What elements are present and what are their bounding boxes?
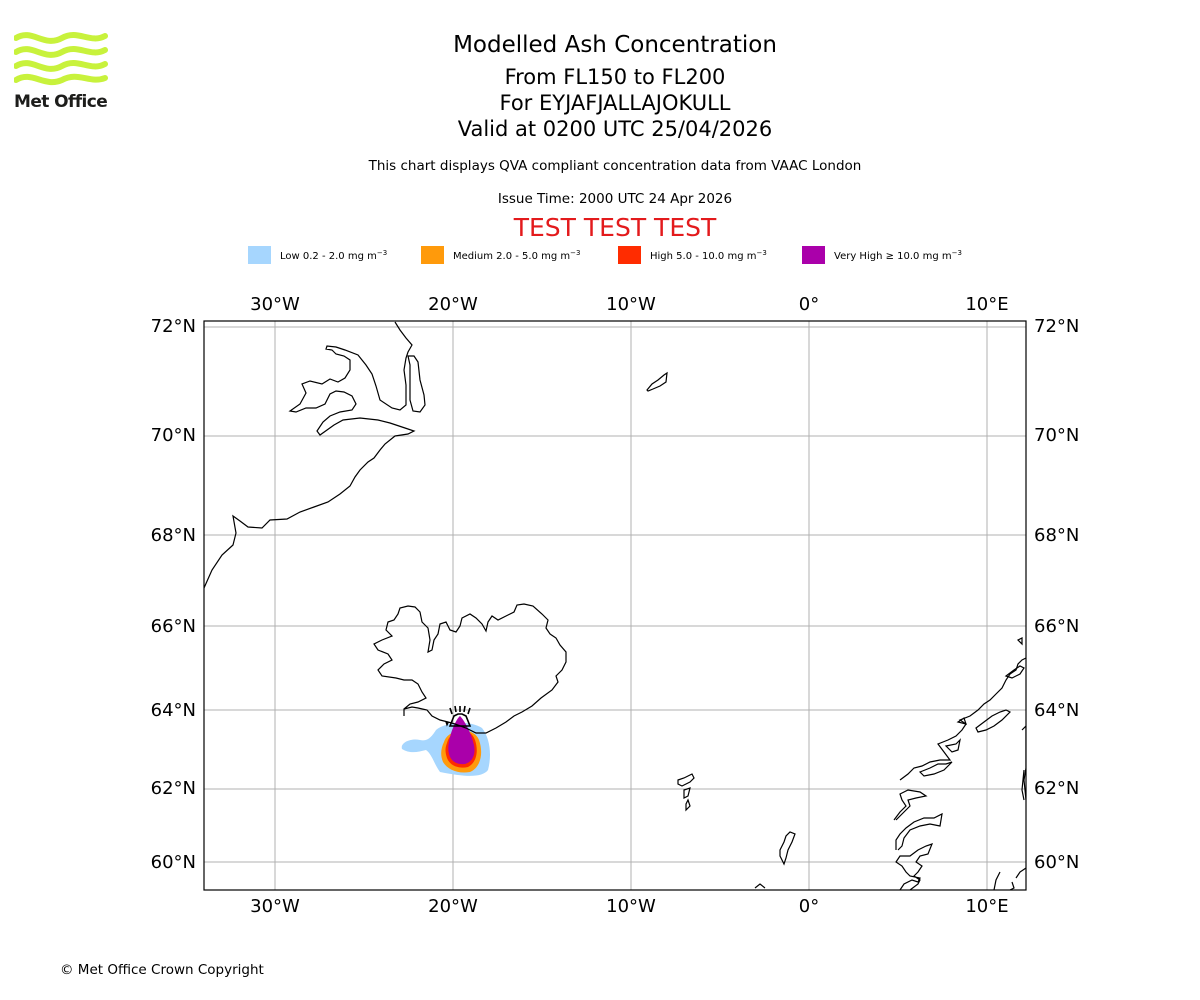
map-gridlines [204,321,1026,890]
legend-label-low: Low 0.2 - 2.0 mg m [280,251,377,262]
lat-tick-left-66n: 66°N [151,616,196,637]
latitude-tick-labels-left: 72°N 70°N 68°N 66°N 64°N 62°N 60°N [151,316,196,873]
ash-very-high-concentration [448,716,475,765]
legend-label-very-high: Very High ≥ 10.0 mg m [834,251,952,262]
shetland-coast [779,831,796,866]
issue-time: Issue Time: 2000 UTC 24 Apr 2026 [497,191,733,207]
lat-tick-right-64n: 64°N [1034,700,1079,721]
vestmannaeyjar [444,720,449,727]
lon-tick-bottom-20w: 20°W [428,896,478,917]
jan-mayen-coast [646,371,668,392]
longitude-tick-labels-top: 30°W 20°W 10°W 0° 10°E [250,294,1008,315]
logo-text: Met Office [14,92,108,112]
copyright-notice: © Met Office Crown Copyright [60,962,264,978]
coastlines [204,321,1026,890]
met-office-waves-icon [13,32,108,85]
legend-item-low: Low 0.2 - 2.0 mg m−3 [248,244,387,266]
lat-tick-right-68n: 68°N [1034,525,1079,546]
legend-label-medium: Medium 2.0 - 5.0 mg m [453,251,571,262]
chart-title: Modelled Ash Concentration [453,32,777,58]
lat-tick-right-70n: 70°N [1034,425,1079,446]
longitude-tick-labels-bottom: 30°W 20°W 10°W 0° 10°E [250,896,1008,917]
valid-time: Valid at 0200 UTC 25/04/2026 [457,117,773,141]
greenland-coast [204,321,416,589]
ash-plume [401,716,490,776]
lon-tick-bottom-0: 0° [799,896,819,917]
lat-tick-left-70n: 70°N [151,425,196,446]
legend-swatch-high [618,246,641,264]
lon-tick-top-10w: 10°W [606,294,656,315]
chart-description: This chart displays QVA compliant concen… [368,158,862,174]
lon-tick-bottom-30w: 30°W [250,896,300,917]
lat-tick-right-60n: 60°N [1034,852,1079,873]
legend-item-medium: Medium 2.0 - 5.0 mg m−3 [421,244,580,266]
lat-tick-right-66n: 66°N [1034,616,1079,637]
met-office-logo: Met Office [13,30,108,112]
lat-tick-left-62n: 62°N [151,778,196,799]
test-banner: TEST TEST TEST [513,213,717,242]
norway-coast [893,657,1026,890]
legend-item-very-high: Very High ≥ 10.0 mg m−3 [802,244,962,266]
legend-swatch-medium [421,246,444,264]
lon-tick-top-10e: 10°E [965,294,1008,315]
volcano-marker-icon [448,705,472,727]
map-frame [203,320,1027,891]
lat-tick-left-72n: 72°N [151,316,196,337]
lat-tick-right-72n: 72°N [1034,316,1079,337]
flight-level-range: From FL150 to FL200 [504,65,726,89]
iceland-coast [373,603,567,734]
orkney-coast [754,883,766,889]
legend-label-high: High 5.0 - 10.0 mg m [650,251,757,262]
lon-tick-bottom-10w: 10°W [606,896,656,917]
legend-swatch-very-high [802,246,825,264]
lon-tick-bottom-10e: 10°E [965,896,1008,917]
lat-tick-left-64n: 64°N [151,700,196,721]
lon-tick-top-30w: 30°W [250,294,300,315]
legend-swatch-low [248,246,271,264]
lon-tick-top-0: 0° [799,294,819,315]
lat-tick-left-60n: 60°N [151,852,196,873]
lat-tick-left-68n: 68°N [151,525,196,546]
lat-tick-right-62n: 62°N [1034,778,1079,799]
greenland-coast-2 [407,355,426,413]
volcano-name: For EYJAFJALLAJOKULL [499,91,731,115]
legend-item-high: High 5.0 - 10.0 mg m−3 [618,244,767,266]
lon-tick-top-20w: 20°W [428,294,478,315]
latitude-tick-labels-right: 72°N 70°N 68°N 66°N 64°N 62°N 60°N [1034,316,1079,873]
faroe-islands-coast [677,773,695,812]
norway-coast-2 [918,637,1026,890]
